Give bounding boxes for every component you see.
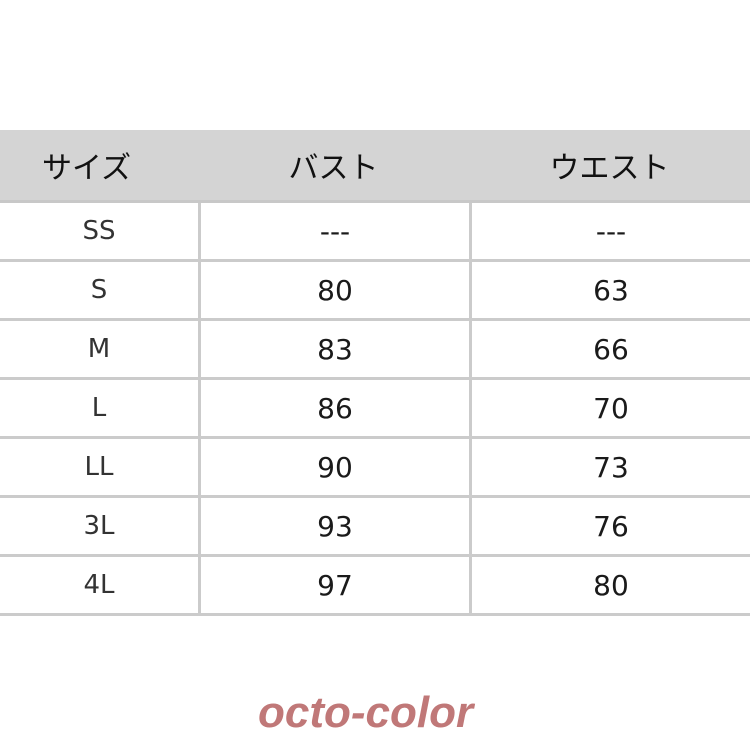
- header-waist: ウエスト: [549, 151, 670, 186]
- cell-size: 4L: [83, 570, 115, 600]
- cell-size: L: [91, 393, 107, 423]
- table-row: 3L 93 76: [0, 498, 750, 557]
- cell-size: M: [87, 334, 111, 364]
- cell-waist: 73: [469, 439, 750, 495]
- watermark-logo: octo-color: [258, 688, 474, 737]
- table-row: SS --- ---: [0, 203, 750, 262]
- cell-bust: 90: [198, 439, 469, 495]
- cell-size: SS: [82, 216, 116, 246]
- size-chart-table: サイズ バスト ウエスト SS --- --- S 80 63 M 83 66 L 86 70 LL 90…: [0, 130, 750, 616]
- cell-bust: 86: [198, 380, 469, 436]
- cell-bust: ---: [198, 203, 469, 259]
- cell-waist: 80: [469, 557, 750, 613]
- cell-bust: 93: [198, 498, 469, 554]
- cell-size: S: [90, 275, 108, 305]
- table-row: M 83 66: [0, 321, 750, 380]
- header-size: サイズ: [42, 151, 132, 186]
- cell-waist: 63: [469, 262, 750, 318]
- table-row: L 86 70: [0, 380, 750, 439]
- header-bust: バスト: [288, 151, 379, 186]
- table-row: S 80 63: [0, 262, 750, 321]
- cell-size: 3L: [83, 511, 115, 541]
- cell-bust: 97: [198, 557, 469, 613]
- cell-bust: 80: [198, 262, 469, 318]
- cell-waist: 66: [469, 321, 750, 377]
- cell-waist: ---: [469, 203, 750, 259]
- table-row: 4L 97 80: [0, 557, 750, 616]
- cell-waist: 76: [469, 498, 750, 554]
- table-row: LL 90 73: [0, 439, 750, 498]
- cell-size: LL: [84, 452, 114, 482]
- cell-bust: 83: [198, 321, 469, 377]
- cell-waist: 70: [469, 380, 750, 436]
- table-header: サイズ バスト ウエスト: [0, 130, 750, 203]
